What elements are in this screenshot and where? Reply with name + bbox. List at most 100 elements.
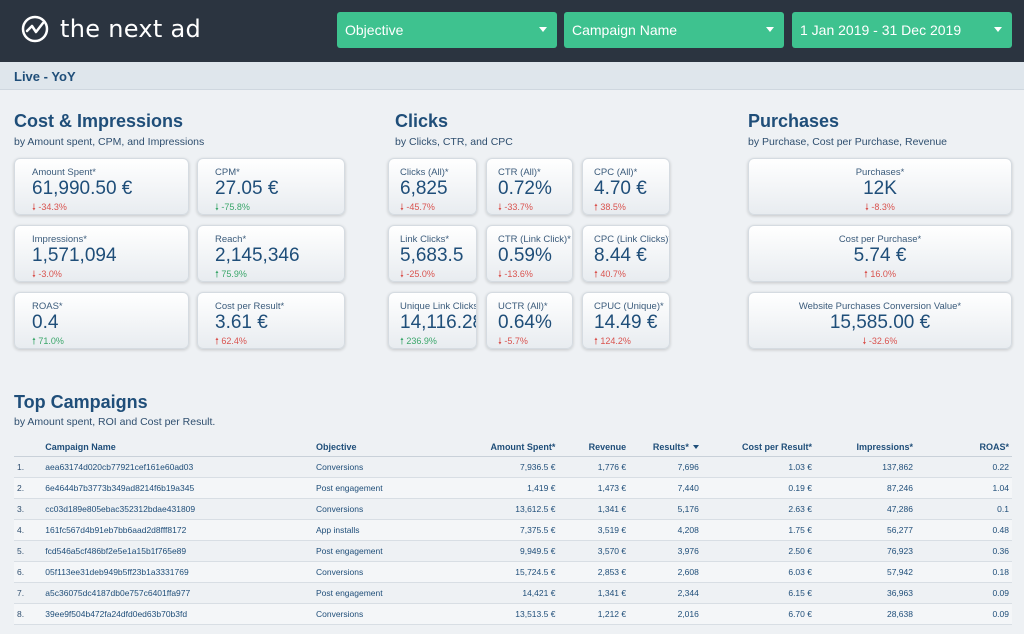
revenue-cell: 2,853 € <box>558 561 630 583</box>
roas-cell: 0.1 <box>915 498 1012 520</box>
table-row[interactable]: 5. fcd546a5cf486bf2e5e1a15b1f765e89 Post… <box>14 540 1012 562</box>
card-value: 61,990.50 € <box>32 178 133 199</box>
card-label: Impressions* <box>32 234 87 245</box>
results-cell: 3,976 <box>629 540 702 562</box>
card-label: Purchases* <box>855 167 905 178</box>
table-row[interactable]: 7. a5c36075dc4187db0e757c6401ffa977 Post… <box>14 582 1012 604</box>
card-value: 4.70 € <box>594 178 647 199</box>
purchases-section-subtitle: by Purchase, Cost per Purchase, Revenue <box>748 136 948 148</box>
card-value: 5,683.5 <box>400 245 464 266</box>
roas-cell: 0.22 <box>915 456 1012 478</box>
card-value: 0.4 <box>32 312 59 333</box>
column-header-roas[interactable]: ROAS* <box>915 438 1012 457</box>
objective-cell: Conversions <box>312 603 445 625</box>
card-delta: 🠕 38.5% <box>594 202 626 212</box>
card-value: 0.59% <box>498 245 552 266</box>
card-label: Amount Spent* <box>32 167 96 178</box>
clicks-section-subtitle: by Clicks, CTR, and CPC <box>395 136 513 148</box>
cost-section-subtitle: by Amount spent, CPM, and Impressions <box>14 136 205 148</box>
reach-card: Reach* 2,145,346 🠕 75.9% <box>197 225 345 282</box>
card-label: ROAS* <box>32 301 63 312</box>
card-delta: 🠕 236.9% <box>400 336 437 346</box>
card-delta: 🠗 -33.7% <box>498 202 533 212</box>
table-row[interactable]: 2. 6e4644b7b3773b349ad8214f6b19a345 Post… <box>14 477 1012 499</box>
cost-per-result-cell: 6.15 € <box>701 582 815 604</box>
card-value: 0.72% <box>498 178 552 199</box>
results-cell: 2,344 <box>629 582 702 604</box>
campaign-name-cell: a5c36075dc4187db0e757c6401ffa977 <box>42 582 313 604</box>
objective-filter-dropdown[interactable]: Objective <box>337 12 557 48</box>
revenue-cell: 1,341 € <box>558 582 630 604</box>
campaign-name-cell: 6e4644b7b3773b349ad8214f6b19a345 <box>42 477 313 499</box>
card-value: 0.64% <box>498 312 552 333</box>
column-header-results[interactable]: Results* <box>629 438 702 457</box>
cost-per-result-card: Cost per Result* 3.61 € 🠕 62.4% <box>197 292 345 349</box>
column-header-revenue[interactable]: Revenue <box>558 438 630 457</box>
row-number: 4. <box>14 519 43 541</box>
roas-cell: 0.36 <box>915 540 1012 562</box>
cost-section-title: Cost & Impressions <box>14 111 184 131</box>
table-row[interactable]: 8. 39ee9f504b472fa24dfd0ed63b70b3fd Conv… <box>14 603 1012 625</box>
card-value: 12K <box>863 178 897 199</box>
table-row[interactable]: 4. 161fc567d4b91eb7bb6aad2d8fff8172 App … <box>14 519 1012 541</box>
card-value: 14,116.28 <box>400 312 477 333</box>
revenue-cell: 3,519 € <box>558 519 630 541</box>
link-clicks-card: Link Clicks* 5,683.5 🠗 -25.0% <box>388 225 477 282</box>
column-header-campaign-name[interactable]: Campaign Name <box>42 438 313 457</box>
date-range-dropdown[interactable]: 1 Jan 2019 - 31 Dec 2019 <box>792 12 1012 48</box>
card-delta: 🠗 -5.7% <box>498 336 528 346</box>
amount-spent-cell: 13,513.5 € <box>444 603 559 625</box>
campaign-name-cell: 161fc567d4b91eb7bb6aad2d8fff8172 <box>42 519 313 541</box>
card-delta: 🠗 -13.6% <box>498 269 533 279</box>
column-header-amount-spent[interactable]: Amount Spent* <box>444 438 559 457</box>
card-label: Unique Link Clicks* <box>400 301 477 312</box>
campaign-name-filter-dropdown[interactable]: Campaign Name <box>564 12 784 48</box>
card-delta: 🠕 71.0% <box>32 336 64 346</box>
table-row[interactable]: 1. aea63174d020cb77921cef161e60ad03 Conv… <box>14 456 1012 478</box>
top-campaigns-table: Campaign Name Objective Amount Spent* Re… <box>14 438 1012 625</box>
impressions-cell: 137,862 <box>814 456 916 478</box>
table-row[interactable]: 3. cc03d189e805ebac352312bdae431809 Conv… <box>14 498 1012 520</box>
brand-name: the next ad <box>60 15 202 43</box>
card-label: Website Purchases Conversion Value* <box>798 301 962 312</box>
brand-logo[interactable]: the next ad <box>20 14 201 44</box>
campaign-name-cell: aea63174d020cb77921cef161e60ad03 <box>42 456 313 478</box>
roas-cell: 0.09 <box>915 603 1012 625</box>
purchases-section-title: Purchases <box>748 111 840 131</box>
objective-cell: Post engagement <box>312 477 445 499</box>
results-cell: 7,440 <box>629 477 702 499</box>
date-range-label: 1 Jan 2019 - 31 Dec 2019 <box>800 22 962 38</box>
table-row[interactable]: 6. 05f113ee31deb949b5ff23b1a3331769 Conv… <box>14 561 1012 583</box>
card-delta: 🠗 -3.0% <box>32 269 62 279</box>
impressions-cell: 87,246 <box>814 477 916 499</box>
report-mode-label: Live - YoY <box>14 69 76 84</box>
card-value: 8.44 € <box>594 245 647 266</box>
amount-spent-cell: 9,949.5 € <box>444 540 559 562</box>
column-header-cost-per-result[interactable]: Cost per Result* <box>701 438 815 457</box>
impressions-cell: 76,923 <box>814 540 916 562</box>
objective-filter-label: Objective <box>345 22 404 38</box>
roas-cell: 0.18 <box>915 561 1012 583</box>
column-header-objective[interactable]: Objective <box>312 438 445 457</box>
card-label: CPM* <box>215 167 240 178</box>
impressions-card: Impressions* 1,571,094 🠗 -3.0% <box>14 225 189 282</box>
results-header-label: Results* <box>652 441 689 452</box>
amount-spent-cell: 7,375.5 € <box>444 519 559 541</box>
sort-descending-icon <box>692 445 699 450</box>
chevron-down-icon <box>766 27 774 32</box>
uctr-all-card: UCTR (All)* 0.64% 🠗 -5.7% <box>486 292 573 349</box>
card-label: Reach* <box>215 234 247 245</box>
cost-per-result-cell: 0.19 € <box>701 477 815 499</box>
roas-cell: 0.48 <box>915 519 1012 541</box>
unique-link-clicks-card: Unique Link Clicks* 14,116.28 🠕 236.9% <box>388 292 477 349</box>
card-label: CPUC (Unique)* <box>594 301 664 312</box>
revenue-cell: 1,341 € <box>558 498 630 520</box>
results-cell: 4,208 <box>629 519 702 541</box>
impressions-cell: 56,277 <box>814 519 916 541</box>
column-header-impressions[interactable]: Impressions* <box>814 438 916 457</box>
amount-spent-card: Amount Spent* 61,990.50 € 🠗 -34.3% <box>14 158 189 215</box>
card-delta: 🠗 -32.6% <box>862 336 898 346</box>
objective-cell: Conversions <box>312 561 445 583</box>
campaign-name-cell: 39ee9f504b472fa24dfd0ed63b70b3fd <box>42 603 313 625</box>
revenue-cell: 1,212 € <box>558 603 630 625</box>
